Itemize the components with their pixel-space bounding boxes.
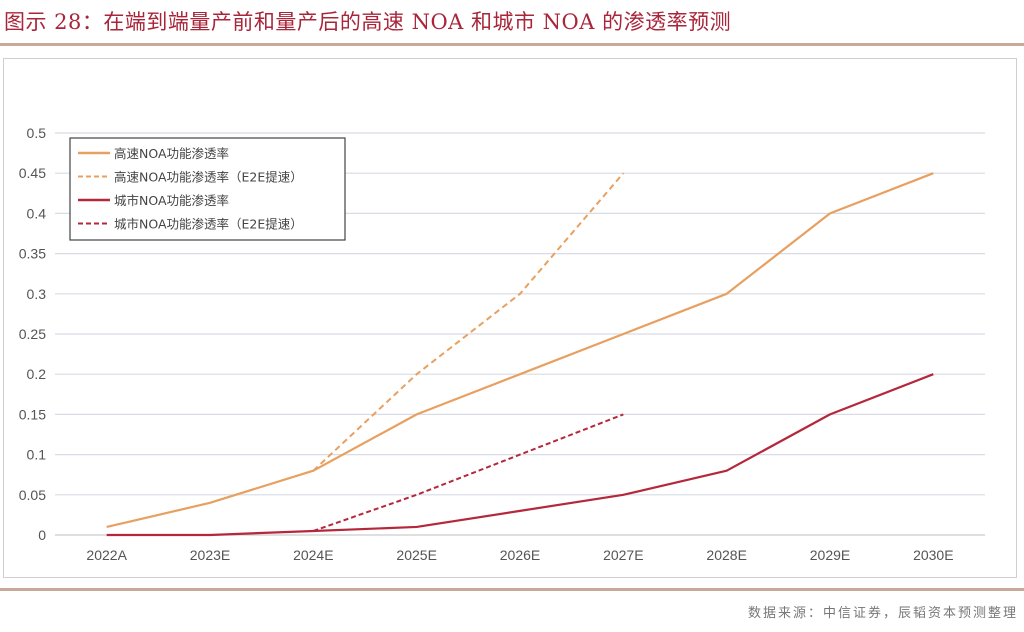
series-lines <box>106 172 934 537</box>
footer-divider <box>0 588 1024 591</box>
x-axis-ticks: 2022A 2023E 2024E 2025E 2026E 2027E 2028E 2029E… <box>86 547 953 563</box>
y-tick-label: 0.25 <box>19 326 46 342</box>
y-tick-label: 0.4 <box>27 205 47 221</box>
y-axis-ticks: 0 0.05 0.1 0.15 0.2 0.25 0.3 0.35 0.4 0.45 0.5 <box>19 125 46 543</box>
y-tick-label: 0 <box>38 527 46 543</box>
y-tick-label: 0.5 <box>27 125 47 141</box>
y-tick-label: 0.05 <box>19 487 46 503</box>
x-tick-label: 2024E <box>293 547 333 563</box>
x-tick-label: 2025E <box>396 547 436 563</box>
y-tick-label: 0.3 <box>27 286 47 302</box>
x-tick-label: 2027E <box>603 547 643 563</box>
series-line-3 <box>106 373 934 537</box>
y-tick-label: 0.15 <box>19 406 46 422</box>
legend-label: 城市NOA功能渗透率（E2E提速） <box>114 217 303 232</box>
y-tick-label: 0.35 <box>19 246 46 262</box>
y-tick-label: 0.2 <box>27 366 47 382</box>
y-tick-label: 0.1 <box>27 447 47 463</box>
x-tick-label: 2023E <box>190 547 230 563</box>
x-tick-label: 2028E <box>706 547 746 563</box>
series-line-1 <box>106 172 934 529</box>
figure-title: 图示 28：在端到端量产前和量产后的高速 NOA 和城市 NOA 的渗透率预测 <box>4 10 732 34</box>
data-source-note: 数据来源：中信证券，辰韬资本预测整理 <box>747 606 1018 621</box>
x-tick-label: 2030E <box>913 547 953 563</box>
legend-label: 高速NOA功能渗透率 <box>114 146 229 161</box>
legend-box <box>69 137 346 241</box>
series-line-2 <box>312 172 625 472</box>
legend-label: 高速NOA功能渗透率（E2E提速） <box>114 170 303 185</box>
title-divider <box>0 43 1024 46</box>
x-tick-label: 2026E <box>500 547 540 563</box>
legend-label: 城市NOA功能渗透率 <box>114 193 229 208</box>
y-tick-label: 0.45 <box>19 165 46 181</box>
x-tick-label: 2029E <box>810 547 850 563</box>
x-tick-label: 2022A <box>86 547 127 563</box>
series-line-4 <box>313 413 624 532</box>
